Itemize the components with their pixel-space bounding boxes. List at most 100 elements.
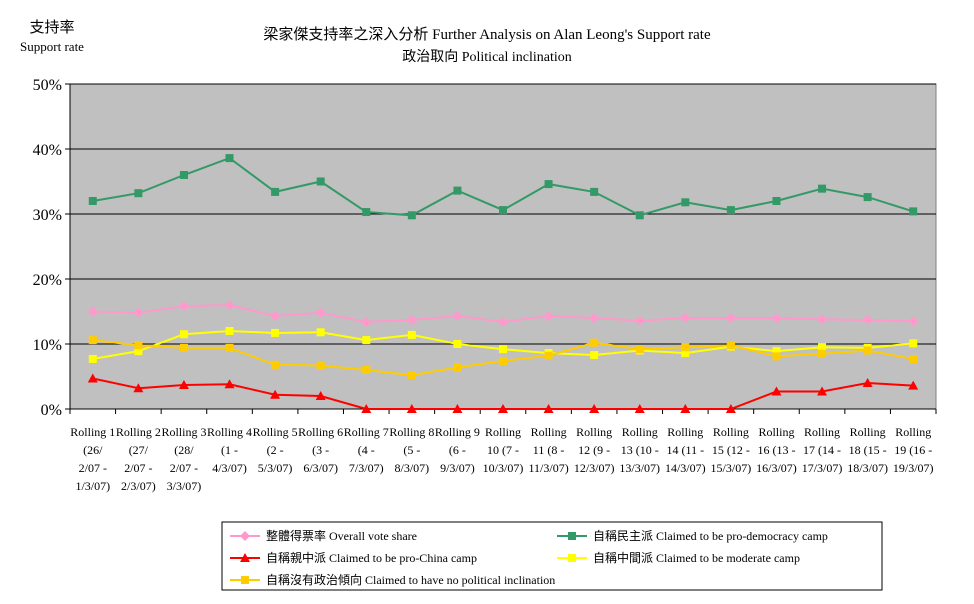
data-point [87,306,98,317]
x-tick-label: Rolling 17 (14 -17/3/07) [802,425,843,475]
data-point [453,363,462,372]
data-point [270,311,281,322]
x-tick-label: Rolling 13 (10 -13/3/07) [619,425,660,475]
series-1 [87,300,919,327]
data-point [680,404,691,413]
data-point [270,389,281,399]
data-point [908,316,919,327]
data-point [498,404,508,413]
data-point [271,360,280,369]
data-point [635,211,644,220]
data-point [452,404,463,413]
data-point [179,171,188,179]
x-tick-label: Rolling 18 (15 -18/3/07) [847,425,888,475]
data-point [909,207,918,216]
x-tick-label: Rolling 5 (2 -5/3/07) [253,425,298,475]
data-point [635,345,644,354]
data-point [772,352,781,361]
y-tick-label: 0% [41,402,62,419]
data-point [543,404,554,413]
y-tick-label: 50% [33,77,62,94]
data-point [680,313,691,323]
x-tick-label: Rolling 7 (4 -7/3/07) [344,425,389,475]
data-point [771,313,782,323]
x-tick-label: Rolling 9 (6 -9/3/07) [435,425,480,475]
data-point [134,341,143,350]
data-point [681,343,690,352]
legend-label: 自稱親中派 Claimed to be pro-China camp [266,550,477,565]
data-point [634,315,645,326]
data-point [862,314,873,325]
data-point [818,184,827,193]
data-point [453,186,462,195]
data-point [362,336,371,345]
data-point [88,354,97,363]
data-point [225,154,234,163]
data-point [178,301,189,312]
x-tick-label: Rolling 1 (26/2/07 -1/3/07) [70,425,115,493]
plot-area-group: 0% 10% 20% 30% 40% 50% Rolling 1 (26/2/07 -1/3/… [33,77,937,493]
data-point [407,330,416,339]
legend-item: 自稱親中派 Claimed to be pro-China camp [230,550,477,565]
y-tick-label: 20% [33,272,62,289]
data-point [87,373,98,383]
x-tick-label: Rolling 2 (27/2/07 -2/3/07) [116,425,161,493]
legend-item: 自稱中間派 Claimed to be moderate camp [557,550,800,565]
x-tick-label: Rolling 14 (11 -14/3/07) [665,425,706,475]
y-tick-label: 30% [33,207,62,224]
data-point [590,338,599,347]
data-point [362,208,371,217]
data-point [817,386,828,396]
data-point [225,327,234,335]
data-point [88,336,97,345]
legend-item: 自稱民主派 Claimed to be pro-democracy camp [557,529,828,543]
legend-swatch-marker [241,576,249,584]
data-point [179,343,188,352]
x-tick-label: Rolling 10 (7 -10/3/07) [483,425,524,475]
data-point [499,206,507,215]
x-tick-label: Rolling 8 (5 -8/3/07) [389,425,434,475]
chart-subtitle: 政治取向 Political inclination [402,49,572,65]
y-tick-label: 40% [33,142,62,159]
data-point [544,351,553,360]
data-point [590,187,599,196]
data-point [909,339,918,348]
data-point [862,378,873,387]
data-point [818,343,827,352]
data-point [362,366,371,374]
data-point [589,313,600,323]
data-point [361,316,372,327]
series-2 [88,154,918,220]
data-point [726,341,735,350]
legend-label: 自稱沒有政治傾向 Claimed to have no political in… [266,572,555,587]
y-axis-label-english: Support rate [20,39,84,54]
data-point [725,313,736,323]
legend-item: 整體得票率 Overall vote share [230,528,417,543]
legend-label: 整體得票率 Overall vote share [266,528,417,543]
data-point [406,404,417,413]
legend-swatch-marker [240,553,250,562]
data-point [498,316,508,327]
data-point [453,340,462,348]
data-point [361,404,372,413]
data-point [406,314,417,325]
data-point [499,345,507,354]
x-tick-label: Rolling 6 (3 -6/3/07) [298,425,343,475]
data-point [543,311,554,322]
data-point [407,371,416,380]
data-point [316,177,325,186]
data-point [133,383,144,393]
x-tick-label: Rolling 4 (1 -4/3/07) [207,425,252,475]
data-point [863,193,872,202]
data-point [863,346,872,355]
data-point [681,349,690,358]
data-point [771,386,782,396]
data-point [818,349,827,358]
data-point [315,391,326,400]
data-point [316,361,325,370]
data-point [681,198,690,207]
data-point [590,351,599,360]
y-tick-label: 10% [33,337,62,354]
